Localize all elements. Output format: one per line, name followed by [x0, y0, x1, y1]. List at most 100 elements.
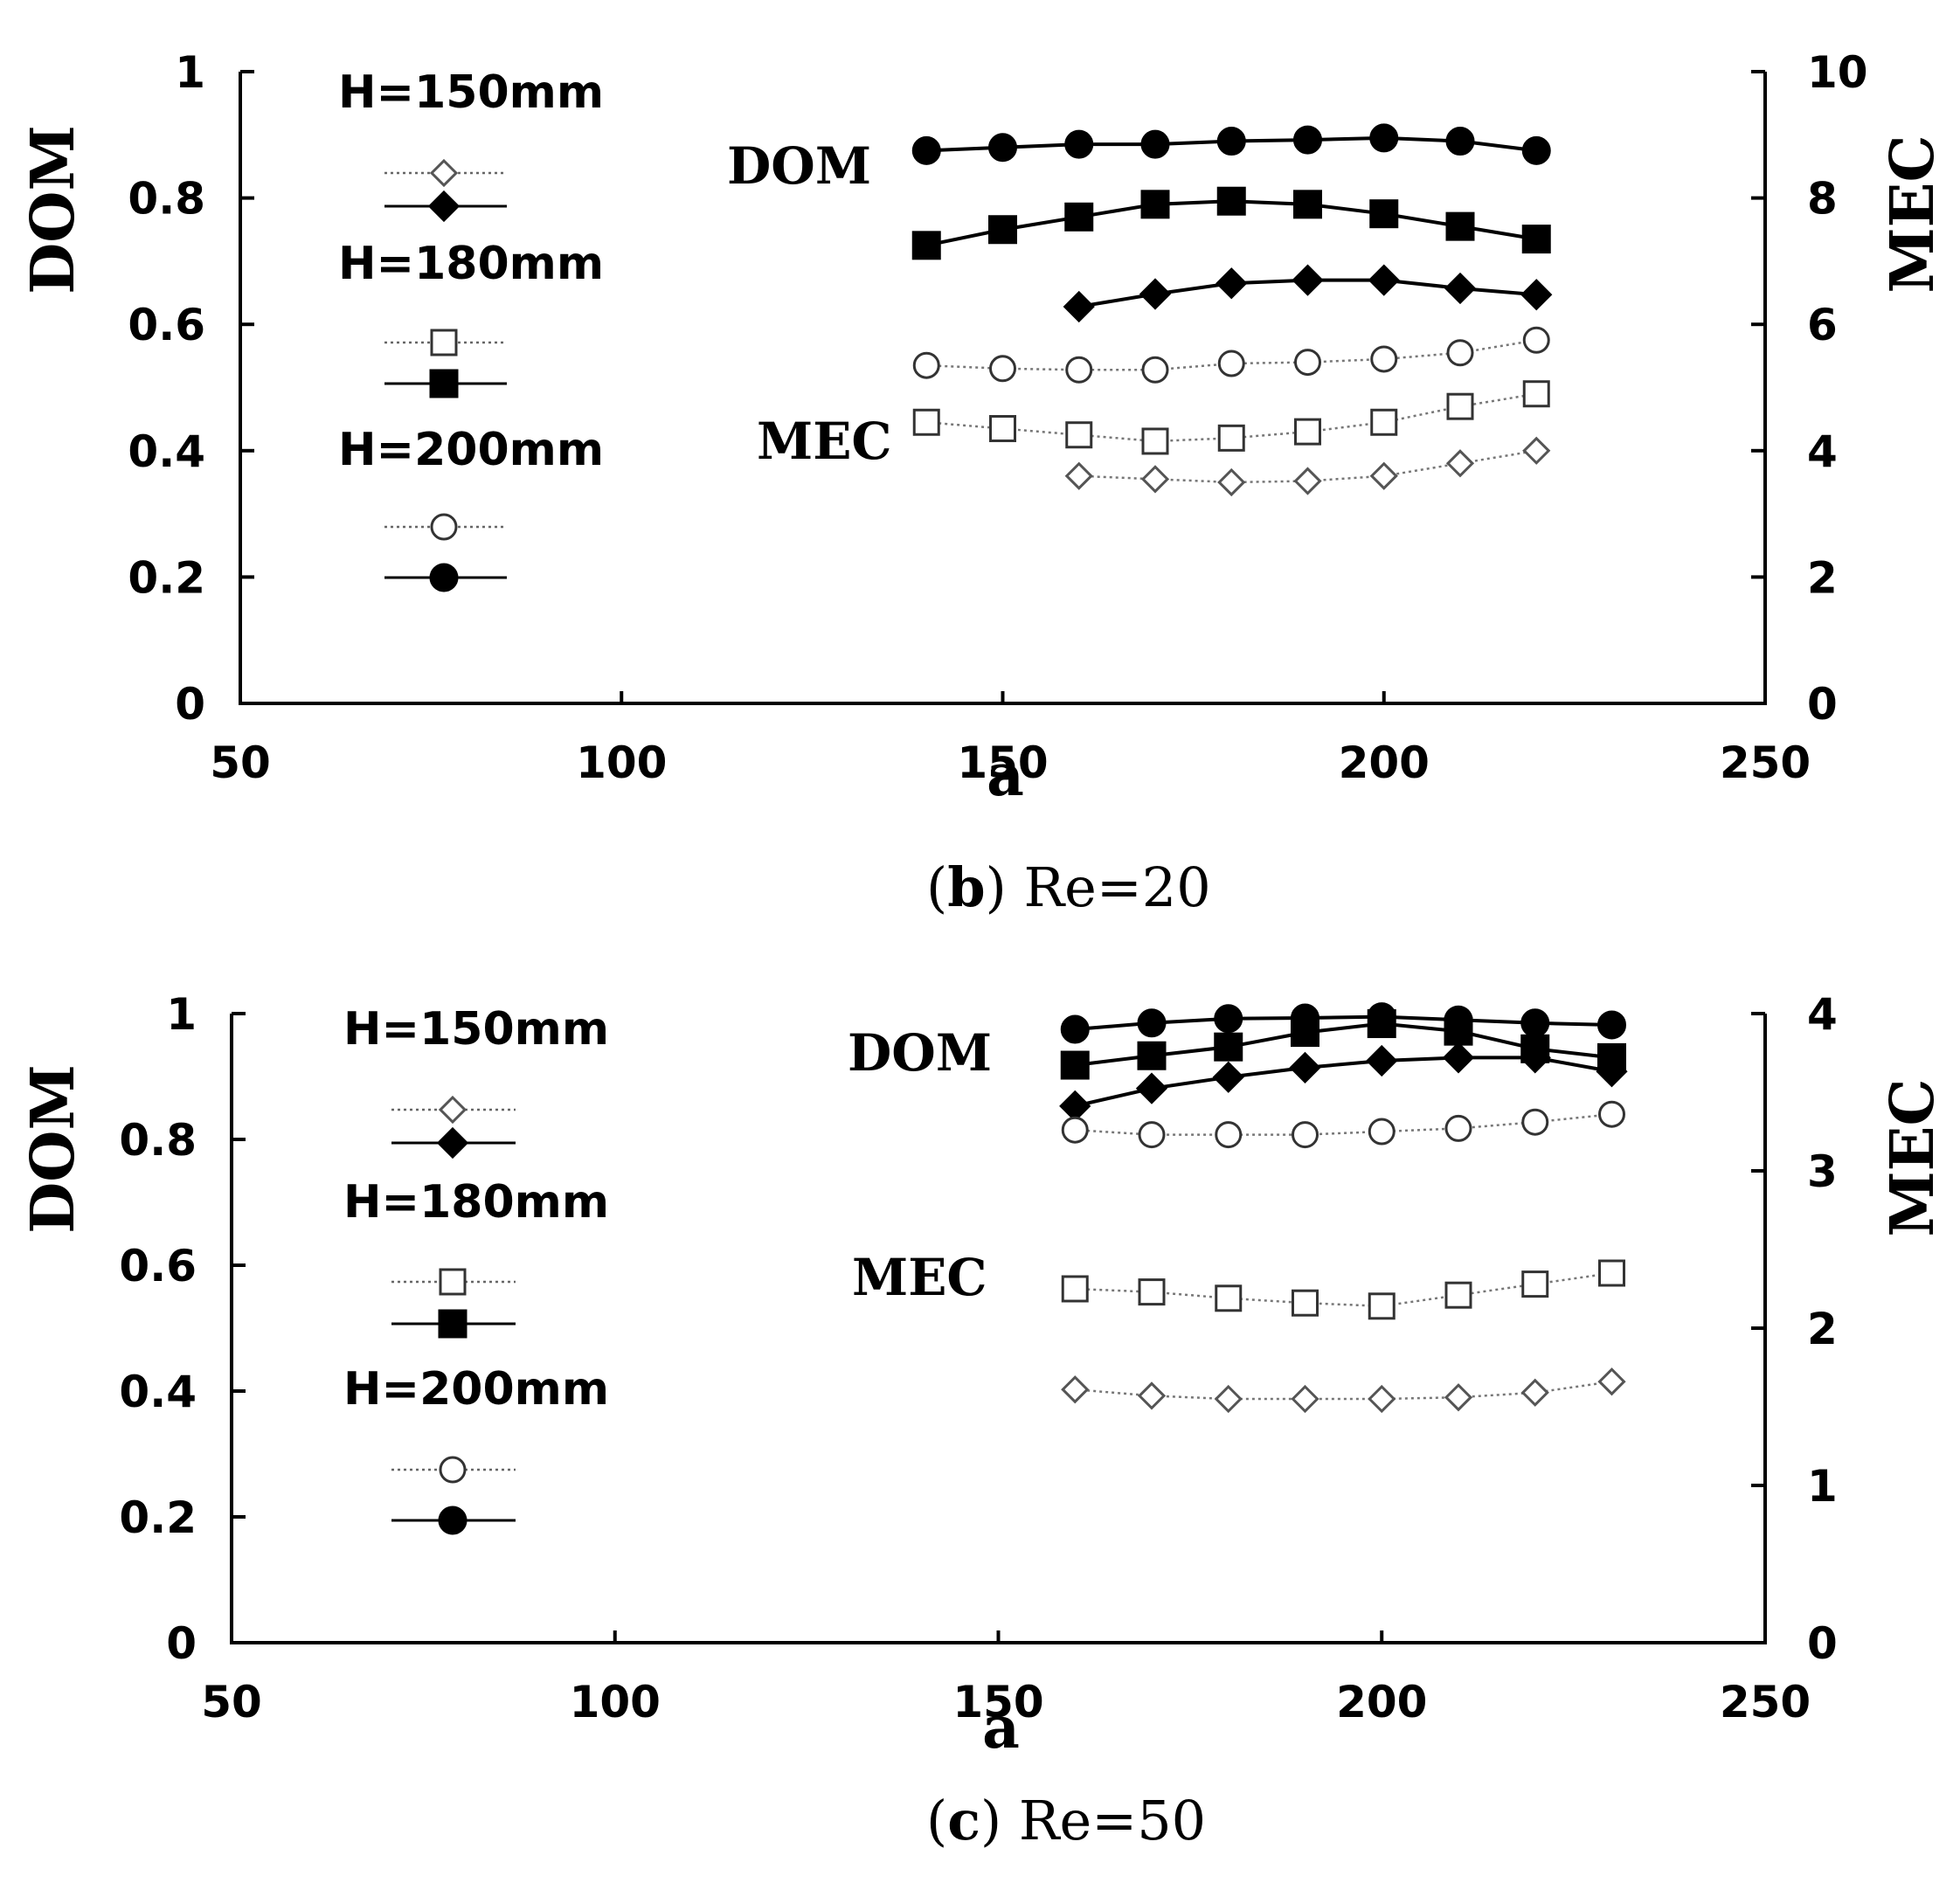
- legend-marker-filled: [427, 190, 461, 223]
- y-right-title: MEC: [1878, 135, 1948, 293]
- y-left-title: DOM: [18, 125, 88, 294]
- data-point: [1294, 349, 1321, 377]
- data-point: [1444, 1016, 1473, 1046]
- y-left-tick-label: 0.6: [119, 1241, 197, 1291]
- data-point: [1291, 1384, 1319, 1414]
- series-dom-150mm: [1063, 264, 1553, 323]
- data-point: [988, 133, 1017, 163]
- data-point: [1141, 427, 1169, 455]
- data-point: [1063, 290, 1095, 323]
- data-point: [1217, 350, 1245, 377]
- legend: H=150mm H=180mm H=200mm: [343, 1003, 609, 1535]
- data-point: [1521, 135, 1551, 165]
- y-left-title: DOM: [18, 1064, 88, 1233]
- y-left-tick-label: 0.4: [128, 426, 205, 477]
- data-point: [1061, 1375, 1090, 1404]
- data-point: [1137, 1041, 1167, 1070]
- series-mec-150mm: [1061, 1367, 1626, 1414]
- series-mec-150mm: [1064, 436, 1551, 497]
- data-point: [1135, 1072, 1168, 1104]
- data-point: [1368, 1118, 1396, 1146]
- y-left-tick-label: 0.6: [128, 300, 205, 350]
- data-point: [1444, 1114, 1472, 1142]
- data-point: [1520, 279, 1553, 311]
- legend-group-title: H=150mm: [343, 1003, 609, 1056]
- data-point: [1215, 267, 1248, 300]
- data-point: [1061, 1275, 1089, 1303]
- x-tick-label: 250: [1720, 737, 1811, 788]
- data-point: [912, 408, 940, 436]
- y-left-tick-label: 0: [166, 1618, 197, 1669]
- annotation-dom: DOM: [727, 136, 871, 196]
- data-point: [1294, 418, 1321, 446]
- data-point: [1293, 125, 1322, 155]
- data-point: [1444, 272, 1477, 305]
- legend-marker-open: [430, 329, 458, 357]
- data-point: [1370, 408, 1398, 436]
- data-point: [1060, 1050, 1090, 1080]
- data-point: [1292, 1121, 1319, 1149]
- data-point: [1366, 1044, 1398, 1077]
- data-point: [1446, 392, 1474, 420]
- panel-caption: (c) Re=50: [926, 1789, 1206, 1852]
- data-point: [1293, 190, 1322, 219]
- data-point: [988, 215, 1017, 245]
- series-dom-180mm: [1060, 1009, 1626, 1080]
- data-point: [1064, 202, 1094, 232]
- data-point: [1293, 467, 1322, 495]
- series-dom-200mm: [911, 123, 1551, 165]
- annotation-dom: DOM: [848, 1023, 992, 1083]
- data-point: [1141, 356, 1169, 384]
- data-point: [1214, 1384, 1243, 1414]
- data-point: [1521, 1270, 1549, 1298]
- y-left-tick-label: 1: [175, 47, 205, 98]
- data-point: [1215, 1284, 1243, 1312]
- data-point: [911, 231, 941, 260]
- y-right-title: MEC: [1878, 1078, 1948, 1236]
- data-point: [1596, 1056, 1628, 1088]
- legend-group-title: H=150mm: [338, 66, 604, 119]
- series-mec-180mm: [1061, 1259, 1625, 1320]
- data-point: [1520, 1008, 1550, 1038]
- data-point: [1597, 1010, 1626, 1040]
- legend-marker-open: [429, 158, 459, 188]
- legend-marker-filled: [438, 1506, 467, 1535]
- x-tick-label: 50: [201, 1677, 262, 1727]
- data-point: [989, 414, 1016, 442]
- data-point: [1368, 1292, 1396, 1320]
- legend-group-title: H=180mm: [343, 1176, 609, 1229]
- data-point: [1368, 1384, 1396, 1414]
- legend-marker-filled: [429, 369, 459, 398]
- data-point: [1522, 326, 1550, 354]
- data-point: [1291, 1018, 1319, 1048]
- data-point: [911, 135, 941, 165]
- y-right-tick-label: 0: [1807, 679, 1838, 730]
- x-tick-label: 150: [957, 737, 1048, 788]
- data-point: [1216, 186, 1246, 216]
- legend-marker-open: [430, 513, 458, 541]
- legend-marker-open: [439, 1456, 467, 1484]
- data-point: [1597, 1367, 1626, 1396]
- y-left-tick-label: 0.8: [128, 174, 205, 225]
- y-right-tick-label: 2: [1807, 1304, 1838, 1354]
- data-point: [1445, 127, 1475, 156]
- data-point: [1444, 1383, 1473, 1412]
- data-point: [1216, 127, 1246, 156]
- data-point: [1292, 1289, 1319, 1317]
- x-tick-label: 100: [570, 1677, 661, 1727]
- y-left-tick-label: 0.8: [119, 1115, 197, 1166]
- data-point: [1140, 465, 1170, 494]
- series-mec-200mm: [1061, 1100, 1625, 1149]
- data-point: [1367, 1009, 1396, 1039]
- data-point: [1445, 449, 1475, 478]
- legend-marker-filled: [436, 1126, 469, 1160]
- legend-group-title: H=180mm: [338, 238, 604, 290]
- data-point: [1065, 421, 1093, 449]
- data-point: [1370, 345, 1398, 373]
- data-point: [1369, 461, 1398, 490]
- data-point: [1059, 1090, 1091, 1122]
- data-point: [1292, 264, 1324, 296]
- data-point: [1445, 211, 1475, 241]
- data-point: [1064, 461, 1093, 490]
